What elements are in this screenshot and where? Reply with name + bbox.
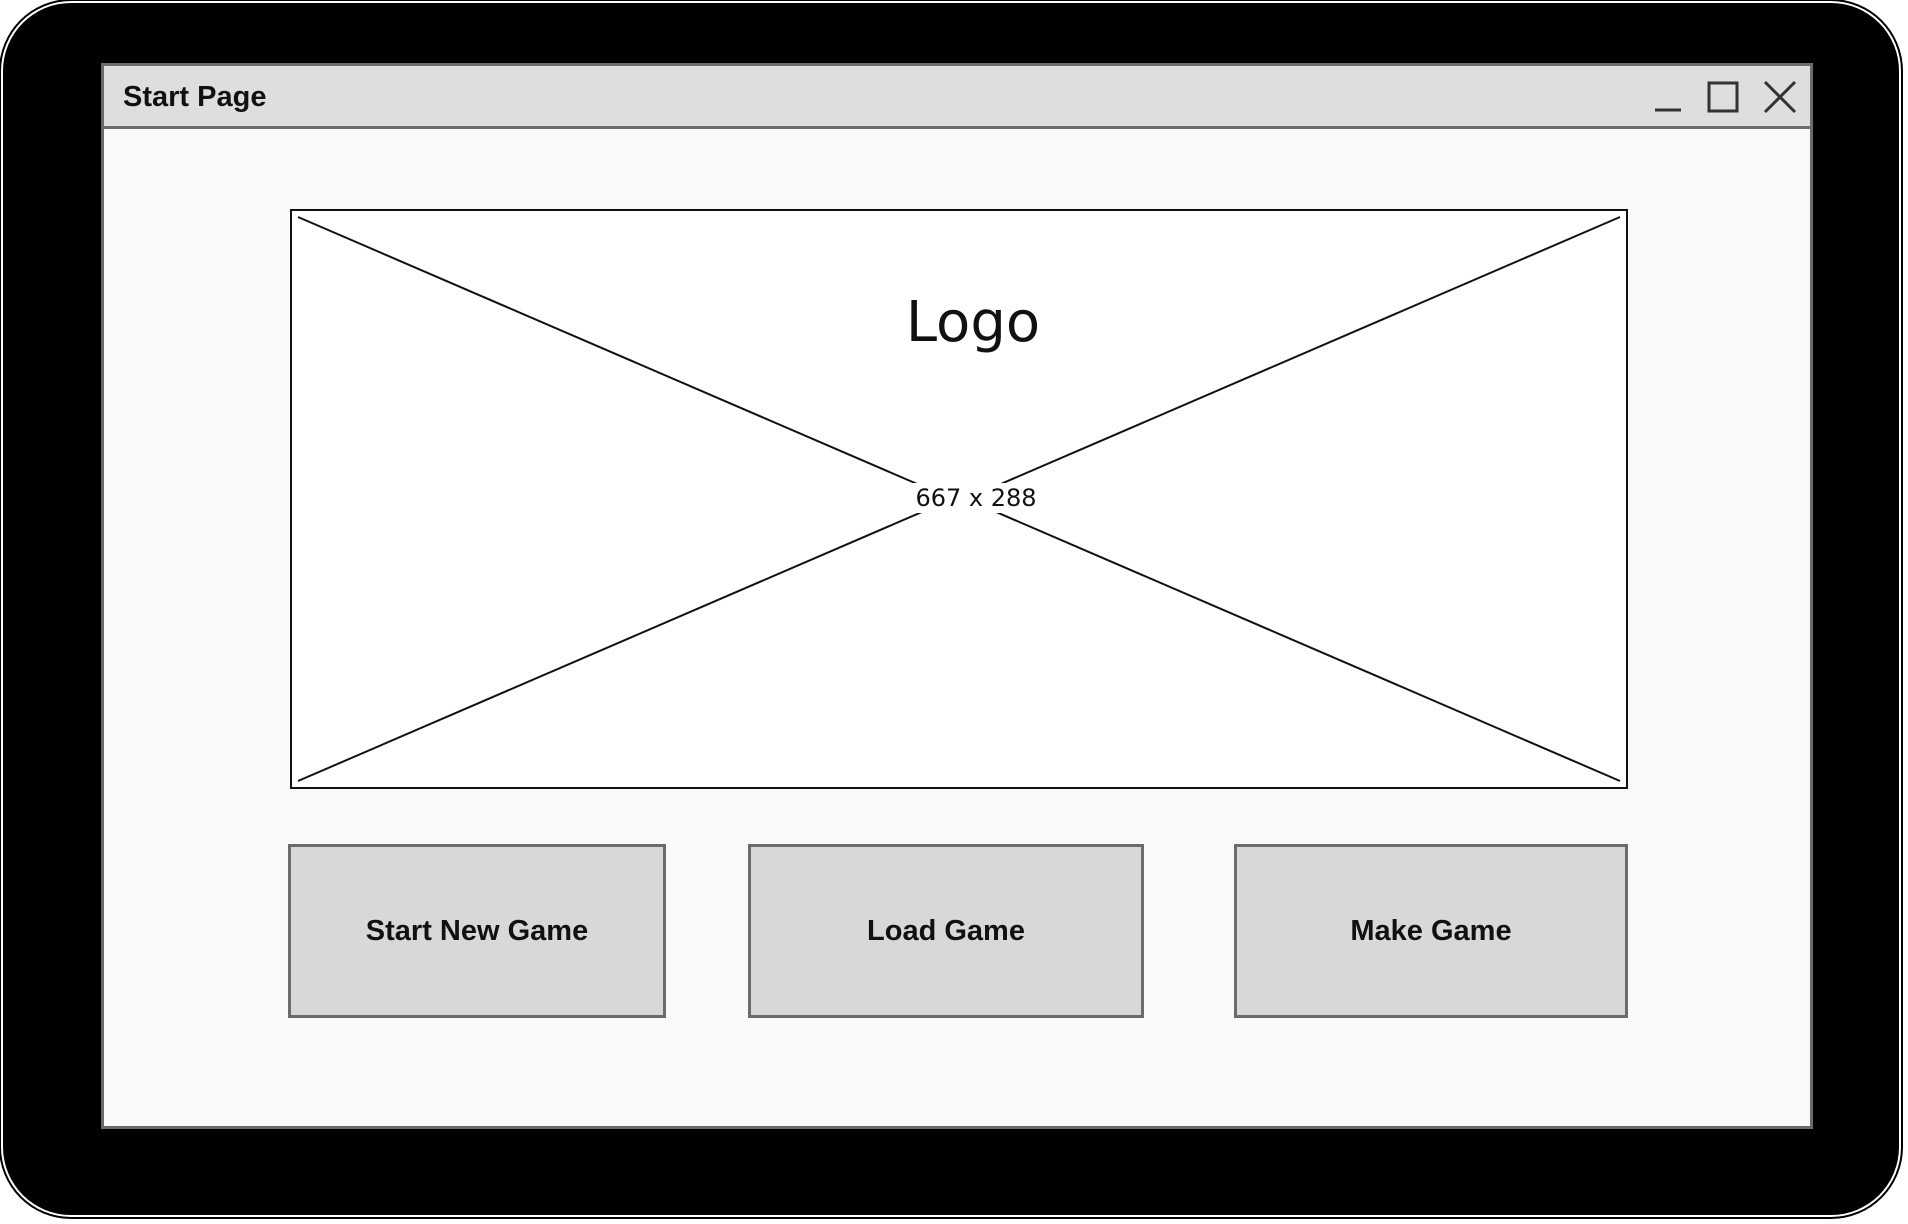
load-game-button[interactable]: Load Game (748, 844, 1144, 1018)
start-new-game-button[interactable]: Start New Game (288, 844, 666, 1018)
window-titlebar: Start Page (104, 66, 1810, 129)
window-title: Start Page (123, 81, 267, 113)
start-page-window: Start Page (101, 63, 1813, 1129)
tablet-device-frame: Start Page (3, 3, 1899, 1215)
logo-label: Logo (905, 290, 1041, 355)
make-game-button[interactable]: Make Game (1234, 844, 1628, 1018)
logo-image-placeholder: Logo 667 x 288 (290, 209, 1628, 789)
maximize-icon[interactable] (1704, 78, 1742, 116)
close-icon[interactable] (1761, 78, 1799, 116)
minimize-icon[interactable] (1649, 78, 1687, 116)
image-size-label: 667 x 288 (906, 483, 1046, 513)
